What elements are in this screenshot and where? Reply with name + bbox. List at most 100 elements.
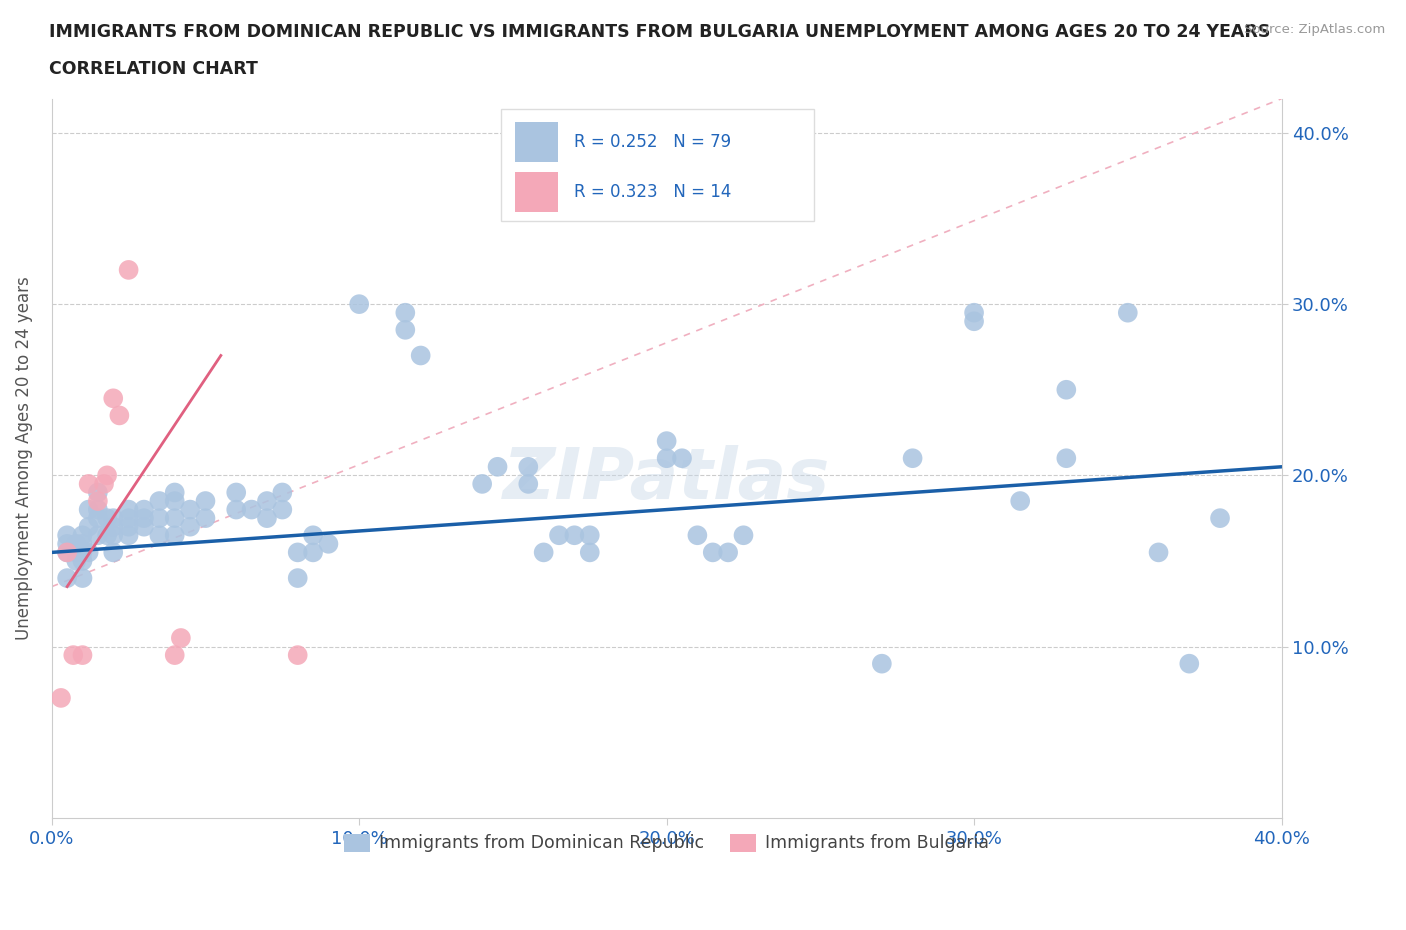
- Point: [318, 537, 340, 551]
- Point: [132, 511, 155, 525]
- Point: [87, 502, 110, 517]
- Point: [132, 502, 155, 517]
- Point: [225, 502, 247, 517]
- Point: [72, 647, 94, 662]
- Point: [103, 519, 125, 534]
- Point: [93, 476, 115, 491]
- Point: [103, 545, 125, 560]
- Point: [87, 494, 110, 509]
- Text: Source: ZipAtlas.com: Source: ZipAtlas.com: [1244, 23, 1385, 36]
- Point: [194, 511, 217, 525]
- Point: [686, 528, 709, 543]
- Point: [65, 537, 87, 551]
- Point: [103, 511, 125, 525]
- Point: [901, 451, 924, 466]
- Legend: Immigrants from Dominican Republic, Immigrants from Bulgaria: Immigrants from Dominican Republic, Immi…: [337, 827, 995, 859]
- Point: [578, 528, 600, 543]
- Point: [671, 451, 693, 466]
- Point: [271, 502, 294, 517]
- Point: [72, 571, 94, 586]
- Point: [179, 519, 201, 534]
- Point: [163, 494, 186, 509]
- Point: [117, 262, 139, 277]
- Point: [179, 502, 201, 517]
- Point: [394, 323, 416, 338]
- Point: [1178, 657, 1201, 671]
- FancyBboxPatch shape: [501, 110, 814, 221]
- Point: [302, 545, 325, 560]
- Point: [132, 519, 155, 534]
- Point: [194, 494, 217, 509]
- Point: [77, 519, 100, 534]
- Point: [256, 494, 278, 509]
- Point: [170, 631, 193, 645]
- Point: [56, 528, 79, 543]
- Y-axis label: Unemployment Among Ages 20 to 24 years: Unemployment Among Ages 20 to 24 years: [15, 276, 32, 640]
- Point: [87, 511, 110, 525]
- Point: [148, 528, 170, 543]
- Point: [96, 511, 118, 525]
- Point: [655, 451, 678, 466]
- Point: [1010, 494, 1032, 509]
- Point: [225, 485, 247, 500]
- Point: [108, 408, 131, 423]
- Text: CORRELATION CHART: CORRELATION CHART: [49, 60, 259, 78]
- Point: [717, 545, 740, 560]
- Point: [256, 511, 278, 525]
- Point: [1116, 305, 1139, 320]
- Point: [77, 476, 100, 491]
- Point: [287, 545, 309, 560]
- Point: [77, 545, 100, 560]
- Point: [56, 537, 79, 551]
- Point: [963, 313, 986, 328]
- Point: [117, 502, 139, 517]
- Point: [117, 511, 139, 525]
- Point: [517, 459, 540, 474]
- Point: [72, 553, 94, 568]
- Point: [87, 485, 110, 500]
- Point: [533, 545, 555, 560]
- Text: R = 0.252   N = 79: R = 0.252 N = 79: [575, 133, 731, 151]
- Point: [578, 545, 600, 560]
- Point: [564, 528, 586, 543]
- Text: IMMIGRANTS FROM DOMINICAN REPUBLIC VS IMMIGRANTS FROM BULGARIA UNEMPLOYMENT AMON: IMMIGRANTS FROM DOMINICAN REPUBLIC VS IM…: [49, 23, 1271, 41]
- Point: [103, 391, 125, 405]
- Point: [96, 528, 118, 543]
- Point: [49, 690, 72, 705]
- FancyBboxPatch shape: [516, 122, 558, 162]
- Point: [655, 433, 678, 448]
- Point: [56, 545, 79, 560]
- Point: [103, 528, 125, 543]
- Point: [1054, 451, 1077, 466]
- Point: [347, 297, 370, 312]
- Point: [548, 528, 571, 543]
- Point: [1209, 511, 1232, 525]
- Point: [702, 545, 724, 560]
- Point: [72, 537, 94, 551]
- Point: [96, 468, 118, 483]
- Text: R = 0.323   N = 14: R = 0.323 N = 14: [575, 183, 731, 201]
- FancyBboxPatch shape: [516, 172, 558, 212]
- Point: [163, 528, 186, 543]
- Point: [117, 528, 139, 543]
- Point: [409, 348, 432, 363]
- Point: [163, 485, 186, 500]
- Point: [56, 545, 79, 560]
- Point: [287, 571, 309, 586]
- Point: [1147, 545, 1170, 560]
- Point: [271, 485, 294, 500]
- Point: [56, 571, 79, 586]
- Point: [148, 494, 170, 509]
- Point: [62, 647, 84, 662]
- Point: [163, 647, 186, 662]
- Point: [65, 553, 87, 568]
- Point: [394, 305, 416, 320]
- Point: [733, 528, 755, 543]
- Point: [65, 545, 87, 560]
- Point: [77, 502, 100, 517]
- Point: [117, 519, 139, 534]
- Point: [1054, 382, 1077, 397]
- Point: [870, 657, 893, 671]
- Point: [87, 528, 110, 543]
- Point: [517, 476, 540, 491]
